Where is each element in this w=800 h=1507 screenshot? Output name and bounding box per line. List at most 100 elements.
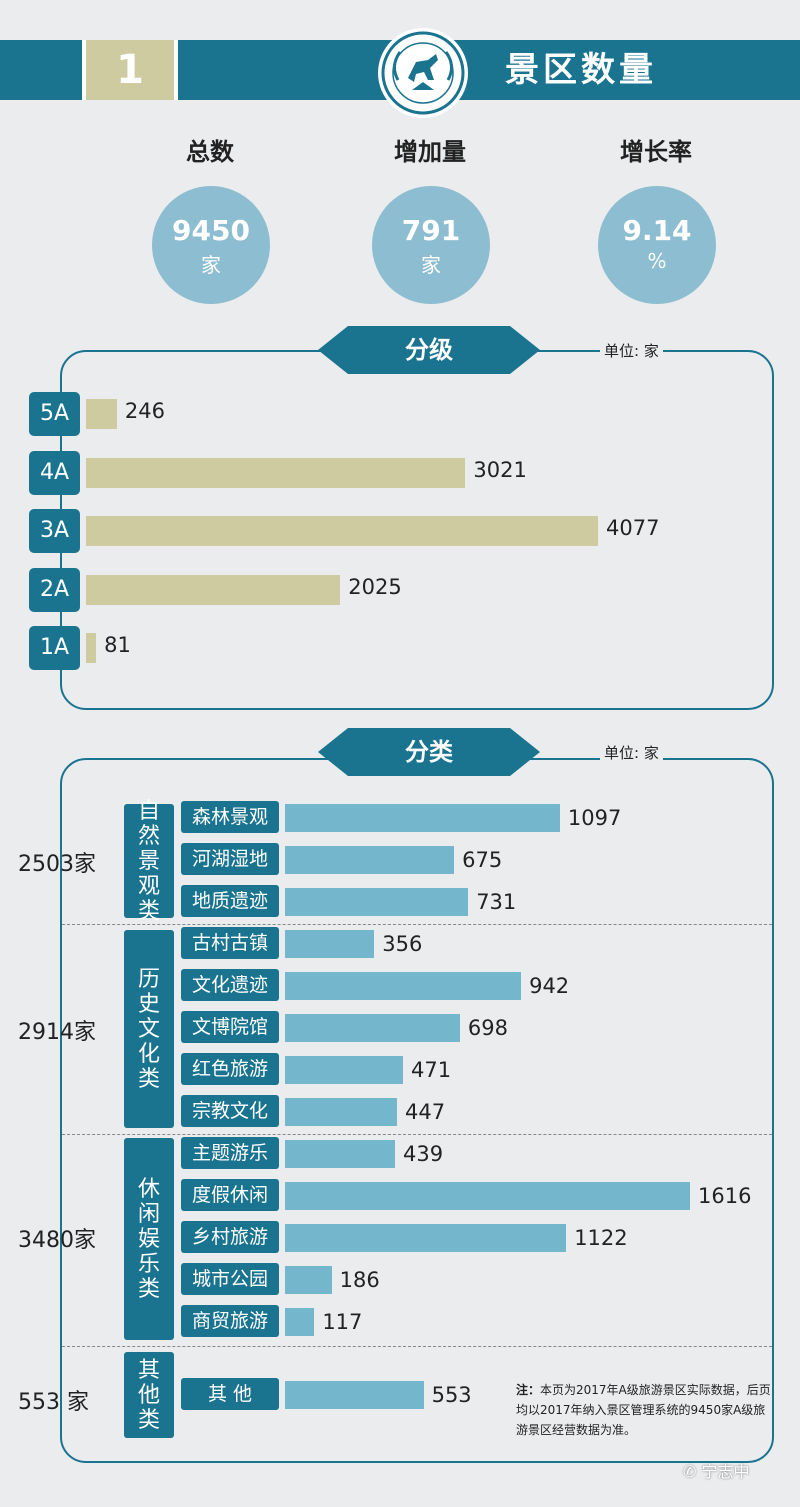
category-bar [285, 1182, 690, 1210]
group-label-char: 休 [137, 1176, 160, 1202]
group-label-char: 其 [137, 1357, 160, 1383]
grade-label-2a: 2A [29, 567, 80, 612]
group-divider [62, 1134, 772, 1135]
stat-circle-total: 9450 家 [152, 186, 270, 304]
wechat-icon: ✆ [683, 1462, 697, 1481]
group-label-char: 化 [137, 1041, 160, 1067]
grade-unit-note: 单位: 家 [600, 340, 663, 361]
category-bar [285, 972, 522, 1000]
grade-label-3a: 3A [29, 509, 80, 553]
grade-title-pill [318, 326, 540, 374]
category-bar [285, 1014, 460, 1042]
grade-section-title: 分级 [405, 336, 453, 364]
grade-label-1a: 1A [29, 626, 80, 670]
category-bar [285, 888, 469, 916]
watermark: ✆ 宁志中 [683, 1458, 750, 1482]
grade-value-3a: 4077 [606, 516, 660, 540]
category-value: 1122 [574, 1226, 628, 1250]
grade-bar-1a [86, 633, 97, 663]
category-bar [285, 1140, 396, 1168]
category-value: 698 [467, 1016, 509, 1040]
category-value: 731 [476, 890, 517, 914]
section-number: 1 [82, 40, 178, 100]
category-label: 地质遗迹 [181, 885, 279, 917]
grade-label-5a: 5A [29, 392, 80, 436]
group-label-char: 类 [137, 898, 160, 924]
group-label-char: 类 [137, 1407, 160, 1433]
group-label-char: 类 [137, 1276, 160, 1302]
grade-label-4a: 4A [29, 450, 80, 495]
category-label: 河湖湿地 [181, 843, 279, 875]
group-total: 3480家 [18, 1228, 96, 1253]
category-label: 主题游乐 [181, 1137, 279, 1169]
group-divider [62, 924, 772, 925]
category-bar [285, 804, 560, 832]
category-value: 1097 [567, 806, 622, 830]
category-label: 森林景观 [181, 801, 279, 833]
stat-circle-growth: 9.14 % [598, 186, 716, 304]
stat-label-increase: 增加量 [394, 138, 466, 166]
group-total: 2914家 [18, 1020, 96, 1045]
category-label: 城市公园 [181, 1263, 279, 1295]
stat-label-growth: 增长率 [620, 138, 692, 166]
grade-bar-2a [86, 574, 341, 605]
group-label-box: 休闲娱乐类 [124, 1138, 174, 1340]
group-total: 553 家 [18, 1390, 89, 1415]
tourism-association-seal-icon [378, 28, 468, 118]
stat-value: 9450 [172, 214, 250, 247]
group-label-box: 历史文化类 [124, 930, 174, 1128]
category-bar [285, 1224, 567, 1252]
watermark-text: 宁志中 [701, 1462, 750, 1481]
stat-unit: % [647, 249, 667, 273]
group-label-char: 娱 [137, 1226, 160, 1252]
category-label: 文化遗迹 [181, 969, 279, 1001]
category-bar [285, 1308, 315, 1336]
stat-label-total: 总数 [186, 138, 234, 166]
group-label-box: 其他类 [124, 1352, 174, 1438]
stat-unit: 家 [201, 253, 221, 277]
category-value: 942 [529, 974, 570, 998]
category-label: 红色旅游 [181, 1053, 279, 1085]
group-label-char: 类 [137, 1066, 160, 1092]
grade-value-4a: 3021 [473, 457, 527, 482]
category-label: 古村古镇 [181, 927, 279, 959]
category-label: 商贸旅游 [181, 1305, 279, 1337]
footnote-prefix: 注： [516, 1383, 541, 1397]
category-section-title: 分类 [405, 738, 453, 766]
category-value: 117 [322, 1310, 363, 1334]
category-value: 675 [462, 848, 503, 872]
group-label-char: 他 [137, 1382, 160, 1408]
category-value: 447 [405, 1100, 446, 1124]
group-label-char: 然 [137, 823, 160, 849]
group-divider [62, 1346, 772, 1347]
category-unit-note: 单位: 家 [600, 742, 663, 763]
group-label-char: 景 [137, 848, 160, 874]
category-bar [285, 1056, 404, 1084]
group-label-char: 乐 [137, 1251, 160, 1277]
category-value: 553 [431, 1383, 472, 1407]
group-total: 2503家 [18, 852, 96, 877]
grade-bar-5a [86, 399, 117, 429]
group-label-char: 观 [137, 873, 160, 899]
stat-unit: 家 [421, 253, 441, 277]
group-label-char: 史 [137, 991, 160, 1017]
group-label-box: 自然景观类 [124, 799, 174, 924]
category-label: 度假休闲 [181, 1179, 279, 1211]
footnote: 注：本页为2017年A级旅游景区实际数据，后页均以2017年纳入景区管理系统的9… [516, 1380, 776, 1440]
grade-bar-3a [86, 516, 598, 546]
category-bar [285, 1381, 424, 1409]
stat-value: 9.14 [622, 214, 692, 247]
category-value: 356 [382, 932, 423, 956]
group-label-char: 闲 [137, 1201, 160, 1227]
category-label: 宗教文化 [181, 1095, 279, 1127]
category-value: 471 [411, 1058, 452, 1082]
page-title: 景区数量 [505, 50, 657, 90]
stat-circle-increase: 791 家 [372, 186, 490, 304]
category-value: 186 [339, 1268, 380, 1292]
stat-value: 791 [401, 214, 461, 247]
grade-value-1a: 81 [104, 633, 131, 657]
group-label-char: 自 [137, 798, 160, 824]
grade-bar-4a [86, 457, 466, 488]
category-label: 其 他 [181, 1378, 279, 1410]
category-bar [285, 930, 375, 958]
